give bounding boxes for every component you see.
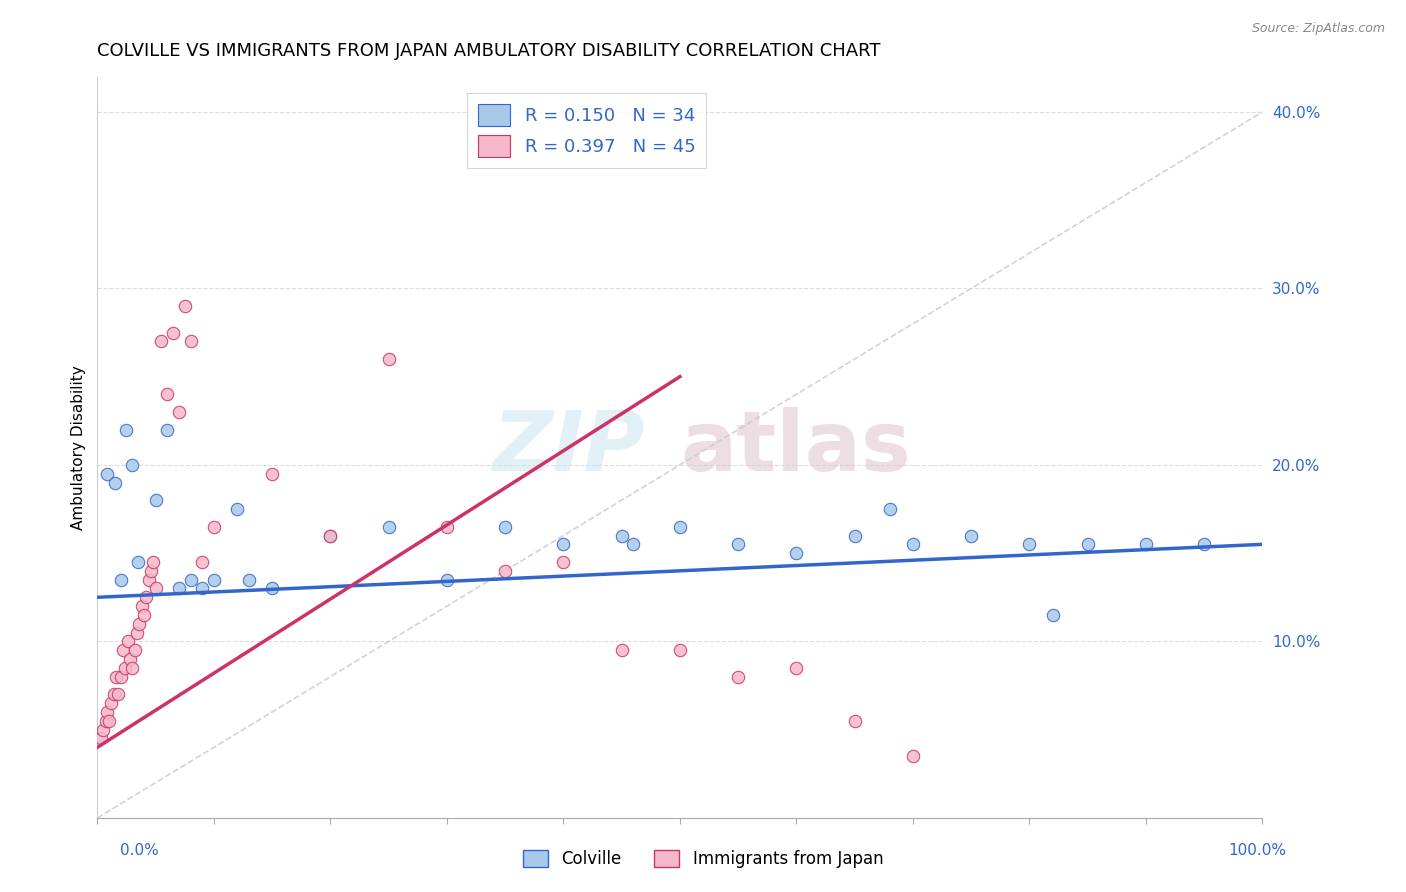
Point (1018, 537, 1040, 551)
Point (226, 502, 249, 516)
Point (960, 528, 983, 542)
Text: ZIP: ZIP (492, 407, 645, 488)
Text: atlas: atlas (681, 407, 911, 488)
Point (139, 564, 162, 578)
Point (131, 599, 153, 614)
Point (180, 334, 202, 349)
Point (124, 643, 146, 657)
Point (156, 423, 179, 437)
Point (191, 582, 214, 596)
Point (262, 582, 284, 596)
Point (319, 528, 342, 542)
Point (110, 670, 132, 684)
Point (844, 714, 866, 728)
Point (202, 573, 225, 587)
Point (180, 573, 202, 587)
Point (111, 643, 134, 657)
Point (553, 555, 575, 569)
Point (90, 731, 112, 746)
Point (127, 555, 149, 569)
Point (191, 555, 214, 569)
Point (901, 749, 924, 764)
Point (142, 555, 165, 569)
Point (115, 423, 138, 437)
Point (96, 467, 118, 481)
Point (145, 582, 167, 596)
Point (436, 519, 458, 533)
Point (107, 687, 129, 701)
Point (98, 714, 121, 728)
Point (104, 475, 127, 490)
Point (785, 546, 807, 560)
Point (173, 299, 195, 313)
Point (117, 634, 139, 648)
Point (100, 696, 122, 710)
Point (103, 687, 125, 701)
Point (1192, 537, 1215, 551)
Text: COLVILLE VS IMMIGRANTS FROM JAPAN AMBULATORY DISABILITY CORRELATION CHART: COLVILLE VS IMMIGRANTS FROM JAPAN AMBULA… (97, 42, 880, 60)
Point (125, 625, 148, 640)
Text: 0.0%: 0.0% (120, 843, 159, 858)
Point (879, 502, 901, 516)
Point (94, 714, 117, 728)
Y-axis label: Ambulatory Disability: Ambulatory Disability (72, 365, 86, 530)
Legend: R = 0.150   N = 34, R = 0.397   N = 45: R = 0.150 N = 34, R = 0.397 N = 45 (467, 93, 706, 168)
Point (494, 519, 516, 533)
Point (138, 573, 160, 587)
Point (104, 670, 127, 684)
Point (436, 573, 458, 587)
Point (110, 573, 132, 587)
Point (1077, 537, 1099, 551)
Point (162, 326, 184, 340)
Point (118, 652, 141, 666)
Point (121, 661, 143, 675)
Legend: Colville, Immigrants from Japan: Colville, Immigrants from Japan (516, 843, 890, 875)
Point (132, 607, 155, 622)
Point (1042, 607, 1064, 622)
Point (202, 519, 225, 533)
Point (167, 582, 190, 596)
Point (669, 519, 692, 533)
Point (621, 537, 644, 551)
Point (238, 573, 260, 587)
Point (901, 537, 924, 551)
Point (145, 493, 167, 508)
Point (727, 537, 749, 551)
Point (785, 661, 807, 675)
Point (156, 387, 179, 401)
Point (135, 591, 157, 605)
Text: 100.0%: 100.0% (1229, 843, 1286, 858)
Point (377, 519, 399, 533)
Point (114, 661, 136, 675)
Point (1135, 537, 1157, 551)
Point (262, 467, 284, 481)
Point (167, 405, 190, 419)
Point (377, 351, 399, 366)
Text: Source: ZipAtlas.com: Source: ZipAtlas.com (1251, 22, 1385, 36)
Point (610, 643, 633, 657)
Point (150, 334, 173, 349)
Point (610, 528, 633, 542)
Point (844, 528, 866, 542)
Point (494, 564, 516, 578)
Point (121, 458, 143, 472)
Point (553, 537, 575, 551)
Point (669, 643, 692, 657)
Point (128, 616, 150, 631)
Point (96, 705, 118, 719)
Point (319, 528, 342, 542)
Point (91, 723, 114, 737)
Point (727, 670, 749, 684)
